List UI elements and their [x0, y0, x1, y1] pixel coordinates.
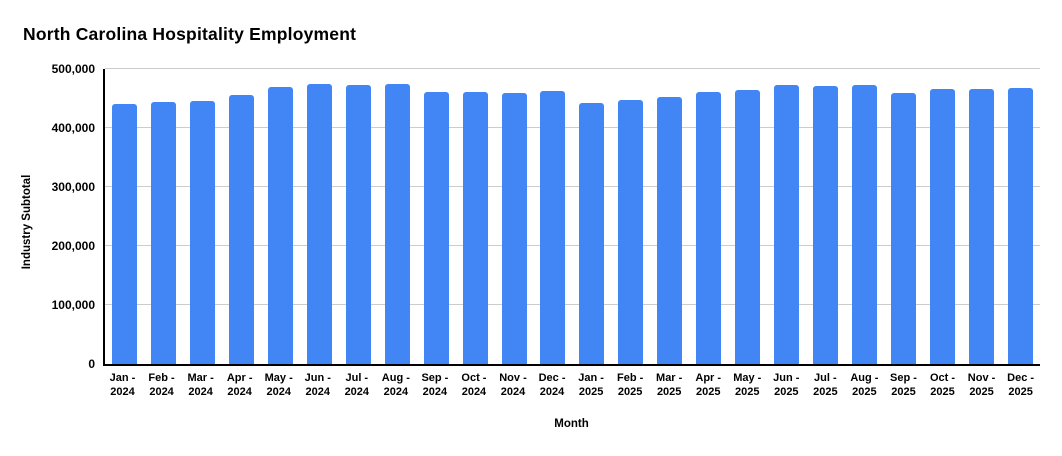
bar: [813, 85, 839, 364]
plot-area: [103, 68, 1040, 366]
y-tick-label: 300,000: [51, 180, 95, 194]
bar: [852, 84, 878, 364]
bar: [696, 92, 722, 364]
bar: [891, 92, 917, 364]
bar: [150, 102, 176, 364]
bar: [384, 83, 410, 364]
bar: [657, 97, 683, 364]
bar: [774, 84, 800, 364]
bar-slot: [300, 69, 339, 364]
x-tick-label: May -2025: [733, 372, 762, 398]
bar: [111, 103, 137, 364]
y-tick-label: 200,000: [51, 239, 95, 253]
bar-slot: [144, 69, 183, 364]
x-tick-label: Oct -2024: [461, 372, 487, 398]
y-tick-label: 400,000: [51, 121, 95, 135]
x-tick-label: Aug -2024: [381, 372, 410, 398]
bar-slot: [611, 69, 650, 364]
bar: [618, 99, 644, 364]
bar-slot: [417, 69, 456, 364]
x-tick-label: Mar -2025: [656, 372, 683, 398]
y-tick-label: 500,000: [51, 62, 95, 76]
x-tick-label: Jan -2024: [109, 372, 136, 398]
x-tick-label: Feb -2025: [616, 372, 644, 398]
bar-slot: [495, 69, 534, 364]
gridlines: [105, 68, 1040, 364]
x-tick-label: Jun -2025: [773, 372, 800, 398]
bar-slot: [884, 69, 923, 364]
bar-slot: [689, 69, 728, 364]
x-tick-label: Apr -2024: [226, 372, 253, 398]
x-tick-label: Jul -2025: [813, 372, 838, 398]
bar-slot: [1001, 69, 1040, 364]
y-tick-label: 0: [88, 357, 95, 371]
bar: [501, 93, 527, 364]
gridline: [105, 245, 1040, 246]
bar: [735, 90, 761, 364]
bar: [267, 86, 293, 364]
x-tick-label: Jul -2024: [344, 372, 370, 398]
bars-container: [105, 69, 1040, 364]
x-tick-label: Sep -2025: [890, 372, 917, 398]
x-tick-label: Sep -2024: [421, 372, 449, 398]
bar: [968, 89, 994, 364]
bar-slot: [222, 69, 261, 364]
bar: [579, 103, 605, 364]
bar: [1007, 87, 1033, 364]
x-tick-label: Apr -2025: [695, 372, 722, 398]
bar-slot: [105, 69, 144, 364]
x-axis-title: Month: [554, 418, 589, 430]
bar-slot: [845, 69, 884, 364]
x-tick-label: Jan -2025: [578, 372, 604, 398]
bar-slot: [650, 69, 689, 364]
gridline: [105, 304, 1040, 305]
x-tick-label: Mar -2024: [187, 372, 214, 398]
y-tick-label: 100,000: [51, 298, 95, 312]
bar-slot: [572, 69, 611, 364]
bar: [228, 94, 254, 364]
bar: [462, 92, 488, 364]
bar-slot: [728, 69, 767, 364]
bar-slot: [378, 69, 417, 364]
bar-slot: [806, 69, 845, 364]
bar-slot: [339, 69, 378, 364]
x-tick-label: May -2024: [264, 372, 293, 398]
bar-slot: [533, 69, 572, 364]
bar-slot: [923, 69, 962, 364]
bar: [929, 89, 955, 364]
x-tick-label: Oct -2025: [929, 372, 956, 398]
bar: [540, 90, 566, 364]
x-tick-label: Dec -2025: [1007, 372, 1035, 398]
bar-slot: [767, 69, 806, 364]
x-tick-label: Nov -2025: [967, 372, 996, 398]
x-tick-label: Nov -2024: [499, 372, 527, 398]
x-tick-label: Aug -2025: [850, 372, 879, 398]
chart-title: North Carolina Hospitality Employment: [23, 24, 357, 44]
gridline: [105, 186, 1040, 187]
bar-slot: [183, 69, 222, 364]
bar: [306, 83, 332, 364]
y-axis-labels: 0 100,000 200,000 300,000 400,000 500,000: [0, 62, 95, 371]
bar: [423, 92, 449, 364]
bar-slot: [456, 69, 495, 364]
x-tick-label: Feb -2024: [148, 372, 175, 398]
bar: [189, 100, 215, 364]
gridline: [105, 68, 1040, 69]
x-tick-label: Dec -2024: [538, 372, 566, 398]
bar-slot: [962, 69, 1001, 364]
x-tick-label: Jun -2024: [304, 372, 331, 398]
bar: [345, 84, 371, 364]
gridline: [105, 127, 1040, 128]
bar-slot: [261, 69, 300, 364]
x-axis-labels: Jan -2024 Feb -2024 Mar -2024 Apr -2024 May …: [103, 372, 1040, 399]
